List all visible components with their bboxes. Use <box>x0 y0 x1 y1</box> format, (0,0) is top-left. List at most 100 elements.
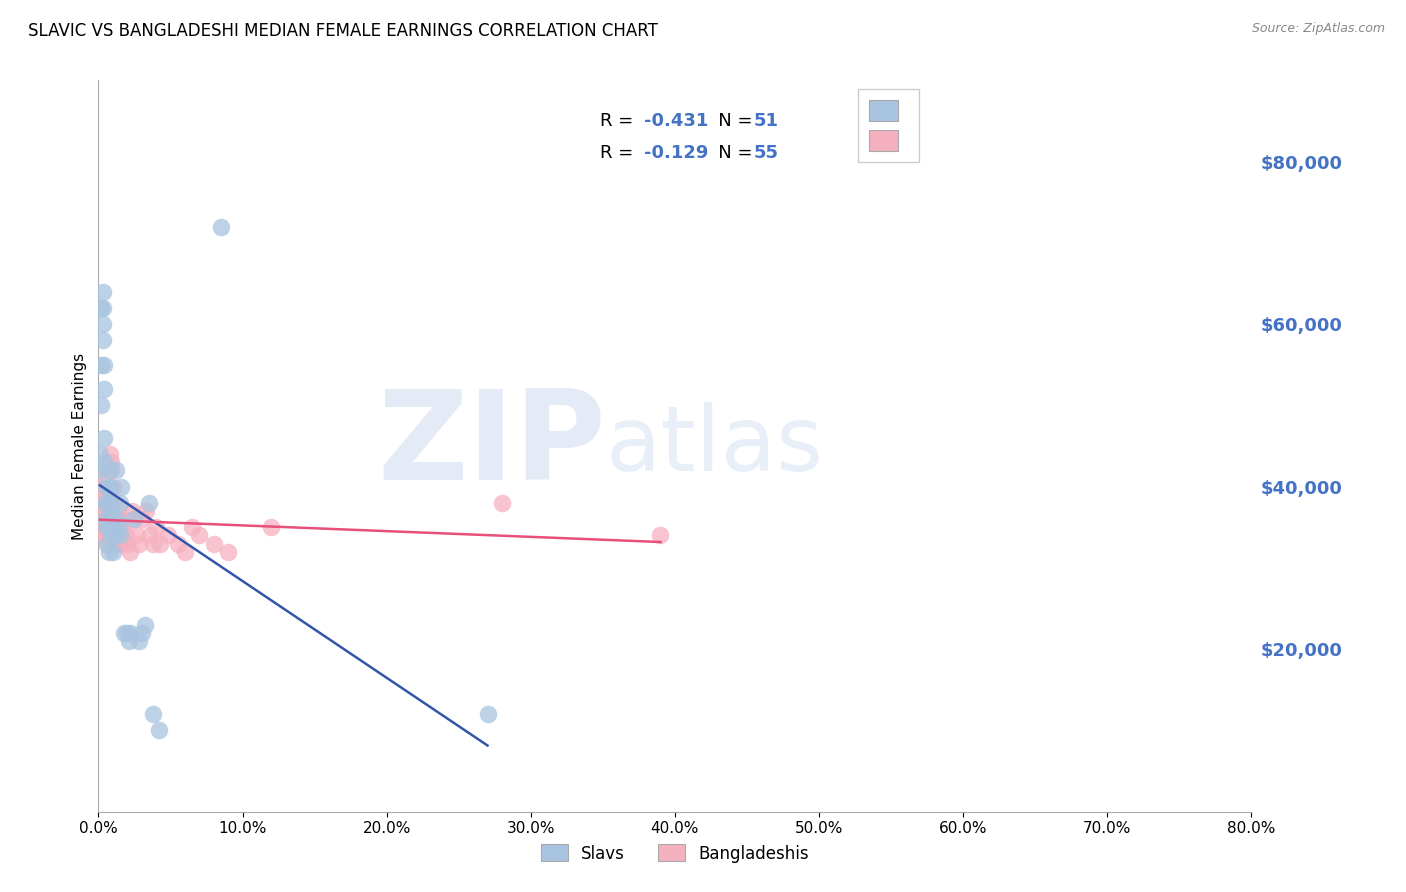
Point <box>174 544 197 558</box>
Point <box>104 463 127 477</box>
Text: ZIP: ZIP <box>377 385 606 507</box>
Point <box>94 480 117 494</box>
Point <box>131 512 153 526</box>
Point <box>181 520 204 534</box>
Point <box>114 528 136 542</box>
Point <box>91 317 114 331</box>
Point <box>124 512 146 526</box>
Point <box>93 528 115 542</box>
Point <box>93 504 115 518</box>
Point <box>89 447 111 461</box>
Point <box>93 358 115 372</box>
Point <box>93 431 115 445</box>
Point <box>260 520 283 534</box>
Point <box>91 285 114 299</box>
Point <box>105 512 128 526</box>
Point <box>134 617 156 632</box>
Point <box>93 520 115 534</box>
Text: atlas: atlas <box>606 402 824 490</box>
Text: 55: 55 <box>754 145 779 162</box>
Point <box>91 512 114 526</box>
Point <box>112 512 135 526</box>
Point <box>103 528 125 542</box>
Point <box>209 219 232 234</box>
Point <box>90 358 112 372</box>
Point <box>148 723 170 738</box>
Point <box>94 512 117 526</box>
Point <box>117 536 139 550</box>
Point <box>477 707 499 722</box>
Point <box>142 536 165 550</box>
Point <box>98 512 121 526</box>
Text: -0.129: -0.129 <box>644 145 709 162</box>
Point <box>107 520 129 534</box>
Point <box>101 480 124 494</box>
Point <box>89 480 111 494</box>
Point <box>138 496 160 510</box>
Point <box>166 536 188 550</box>
Point <box>149 536 172 550</box>
Point <box>108 496 131 510</box>
Point <box>94 496 117 510</box>
Point <box>108 528 131 542</box>
Point <box>96 528 118 542</box>
Point <box>142 707 165 722</box>
Point <box>124 512 146 526</box>
Text: 51: 51 <box>754 112 779 129</box>
Point <box>111 520 134 534</box>
Point <box>91 488 114 502</box>
Point <box>93 382 115 396</box>
Point <box>128 536 150 550</box>
Point <box>90 496 112 510</box>
Point <box>110 480 132 494</box>
Point <box>91 496 114 510</box>
Point <box>120 626 142 640</box>
Point <box>96 536 118 550</box>
Legend: Slavs, Bangladeshis: Slavs, Bangladeshis <box>534 838 815 869</box>
Text: SLAVIC VS BANGLADESHI MEDIAN FEMALE EARNINGS CORRELATION CHART: SLAVIC VS BANGLADESHI MEDIAN FEMALE EARN… <box>28 22 658 40</box>
Point <box>103 512 125 526</box>
Point <box>96 536 118 550</box>
Point <box>90 301 112 315</box>
Point <box>94 496 117 510</box>
Point <box>89 463 111 477</box>
Point <box>217 544 239 558</box>
Point <box>100 463 122 477</box>
Point <box>118 634 141 648</box>
Y-axis label: Median Female Earnings: Median Female Earnings <box>72 352 87 540</box>
Point <box>127 528 149 542</box>
Point <box>98 504 121 518</box>
Point <box>97 463 120 477</box>
Point <box>91 334 114 348</box>
Point <box>101 520 124 534</box>
Point <box>135 504 157 518</box>
Point <box>188 528 211 542</box>
Point <box>117 626 139 640</box>
Point <box>100 496 122 510</box>
Point <box>491 496 513 510</box>
Point <box>107 504 129 518</box>
Text: R =: R = <box>600 145 638 162</box>
Point <box>96 520 118 534</box>
Point <box>90 398 112 412</box>
Point <box>97 496 120 510</box>
Point <box>112 626 135 640</box>
Point <box>96 520 118 534</box>
Point <box>128 634 150 648</box>
Point <box>650 528 672 542</box>
Point <box>91 301 114 315</box>
Point <box>104 512 127 526</box>
Point <box>101 544 124 558</box>
Point <box>101 496 124 510</box>
Point <box>97 480 120 494</box>
Point <box>94 512 117 526</box>
Point <box>93 455 115 469</box>
Point <box>100 512 122 526</box>
Point <box>103 520 125 534</box>
Point <box>101 528 124 542</box>
Point <box>145 520 167 534</box>
Point <box>139 528 162 542</box>
Point <box>98 447 121 461</box>
Point <box>105 520 128 534</box>
Point <box>100 455 122 469</box>
